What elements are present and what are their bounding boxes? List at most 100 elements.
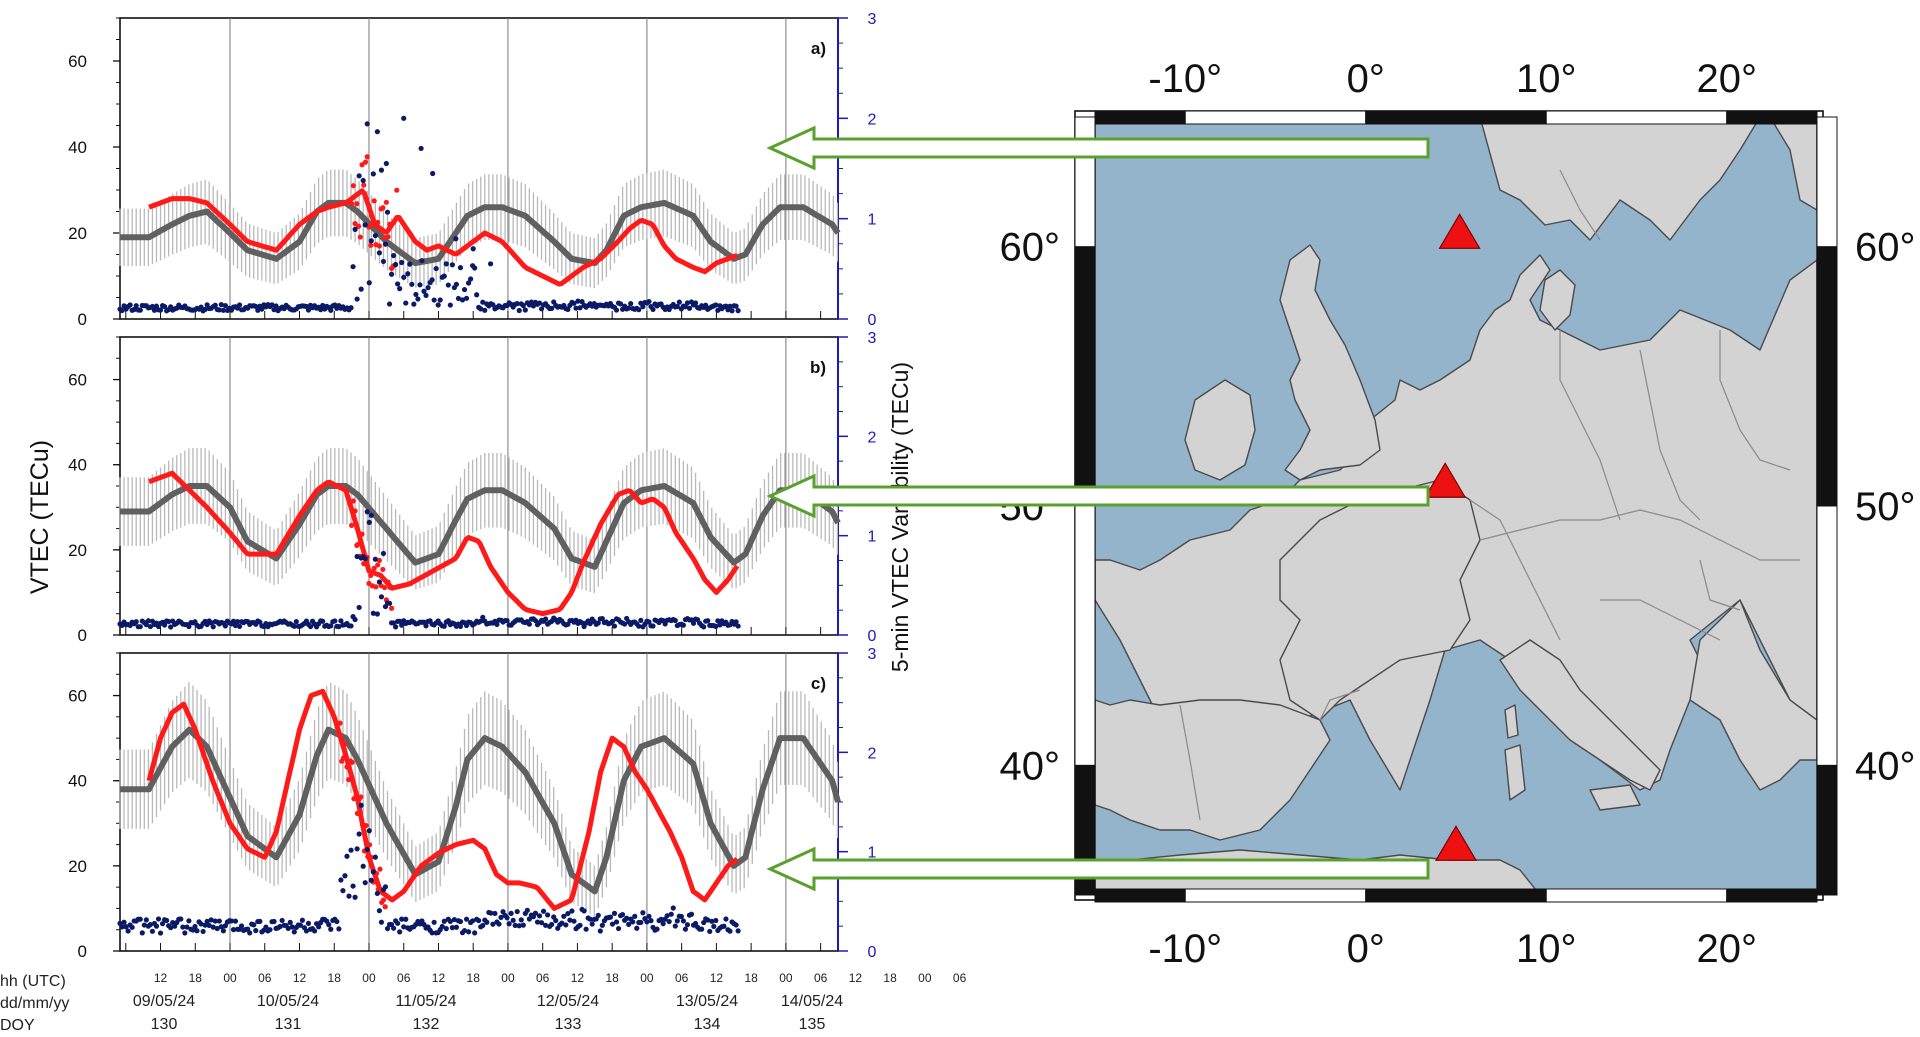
y-tick-label: 60: [68, 687, 87, 706]
hour-tick-label: 06: [258, 971, 272, 985]
lat-label-left: 60°: [1000, 226, 1061, 270]
doy-label: 131: [275, 1016, 302, 1033]
hour-tick-label: 18: [189, 971, 203, 985]
hour-tick-label: 12: [710, 971, 724, 985]
date-label: 14/05/24: [781, 993, 843, 1010]
country-border: [1719, 330, 1791, 471]
station-markers: [1424, 213, 1481, 861]
iberia: [1094, 699, 1331, 841]
x-axis-row-hours-label: hh (UTC): [0, 973, 66, 990]
corsica: [1504, 704, 1519, 739]
station-arrow: [766, 125, 1430, 171]
station-arrow: [766, 846, 1430, 892]
median-series: [119, 483, 841, 570]
denmark: [1539, 269, 1576, 331]
y2-tick-label: 3: [868, 330, 877, 347]
y-axis-left: 0 20 40 60: [68, 17, 120, 329]
vtec-time-series-charts: 02040600123a)02040600123b)02040600123c) …: [0, 11, 967, 1034]
frame-bar-bottom: [1545, 888, 1728, 903]
lon-label-top: 20°: [1697, 57, 1758, 101]
sicily: [1589, 784, 1641, 811]
frame-bar-right: [1816, 505, 1838, 766]
hour-tick-label: 00: [918, 971, 932, 985]
chart-panel-a: 0 20 40 60 0 1 2 3 a): [68, 11, 876, 329]
hour-tick-label: 00: [501, 971, 515, 985]
date-label: 09/05/24: [133, 993, 195, 1010]
frame-bar-right: [1816, 246, 1838, 507]
vtec-series: [148, 470, 740, 617]
panel-label: a): [811, 39, 826, 58]
y-axis-right: 0 1 2 3: [837, 646, 877, 961]
y2-tick-label: 1: [868, 529, 877, 546]
hour-tick-label: 18: [467, 971, 481, 985]
frame-bar-top: [1545, 110, 1728, 125]
y-tick-label: 60: [68, 371, 87, 390]
map-land: [1094, 116, 1818, 896]
date-label: 13/05/24: [676, 993, 738, 1010]
great-britain: [1279, 244, 1381, 481]
frame-bar-left: [1074, 246, 1096, 507]
median-series: [119, 199, 841, 267]
chart-panel-b: 0 20 40 60 0 1 2 3 b): [68, 330, 876, 645]
panel-label: b): [810, 358, 826, 377]
variability-series: [117, 115, 741, 314]
italy: [1499, 639, 1661, 791]
lon-label-bottom: 20°: [1697, 927, 1758, 971]
station-link-arrows: [766, 125, 1430, 892]
ireland: [1184, 379, 1256, 481]
frame-bar-bottom: [1094, 888, 1186, 903]
y2-tick-label: 1: [868, 845, 877, 862]
country-border: [1469, 499, 1561, 641]
y2-tick-label: 2: [868, 745, 877, 762]
frame-bar-top: [1365, 110, 1547, 125]
y-tick-label: 0: [78, 942, 87, 961]
x-axis-labels: hh (UTC) dd/mm/yy DOY 12 18 00 06 12 18 00 06 12…: [0, 971, 967, 1034]
country-border: [1699, 559, 1741, 611]
country-border: [1600, 599, 1721, 641]
country-border: [1479, 509, 1800, 561]
lat-label-right: 40°: [1855, 744, 1916, 788]
variability-series: [117, 802, 741, 936]
y-tick-label: 20: [68, 224, 87, 243]
hour-tick-label: 18: [328, 971, 342, 985]
frame-bar-bottom: [1184, 888, 1367, 903]
y-tick-label: 0: [78, 310, 87, 329]
chart-panel-c: 0 20 40 60 0 1 2 3 c): [68, 646, 876, 961]
variability-series: [117, 509, 741, 630]
lon-label-top: 0°: [1347, 57, 1385, 101]
hour-tick-label: 18: [605, 971, 619, 985]
hour-tick-label: 12: [432, 971, 446, 985]
y-tick-label: 0: [78, 626, 87, 645]
hour-tick-label: 06: [953, 971, 967, 985]
vtec-series: [146, 688, 739, 911]
hour-tick-label: 18: [883, 971, 897, 985]
hour-tick-label: 00: [779, 971, 793, 985]
y2-tick-label: 0: [868, 944, 877, 961]
doy-label: 133: [555, 1016, 582, 1033]
frame-bar-top: [1726, 110, 1818, 125]
station-marker: [1438, 213, 1481, 249]
country-border: [1559, 169, 1601, 241]
y-tick-label: 40: [68, 772, 87, 791]
hour-tick-label: 00: [640, 971, 654, 985]
lat-label-right: 60°: [1855, 226, 1916, 270]
date-label: 10/05/24: [257, 993, 319, 1010]
date-label: 12/05/24: [537, 993, 599, 1010]
hour-tick-label: 12: [293, 971, 307, 985]
hour-tick-label: 00: [223, 971, 237, 985]
y-axis-right-label: 5-min VTEC Variability (TECu): [887, 362, 913, 672]
y-tick-label: 20: [68, 857, 87, 876]
lon-label-top: -10°: [1148, 57, 1222, 101]
hour-tick-label: 06: [675, 971, 689, 985]
frame-bar-bottom: [1365, 888, 1547, 903]
frame-bar-bottom: [1726, 888, 1818, 903]
y2-tick-label: 2: [868, 111, 877, 128]
frame-bar-right: [1816, 764, 1838, 896]
lon-label-bottom: -10°: [1148, 927, 1222, 971]
sardinia: [1504, 744, 1526, 801]
doy-label: 130: [151, 1016, 178, 1033]
frame-bar-left: [1074, 116, 1096, 248]
y2-tick-label: 0: [868, 312, 877, 329]
country-border: [1319, 689, 1361, 721]
